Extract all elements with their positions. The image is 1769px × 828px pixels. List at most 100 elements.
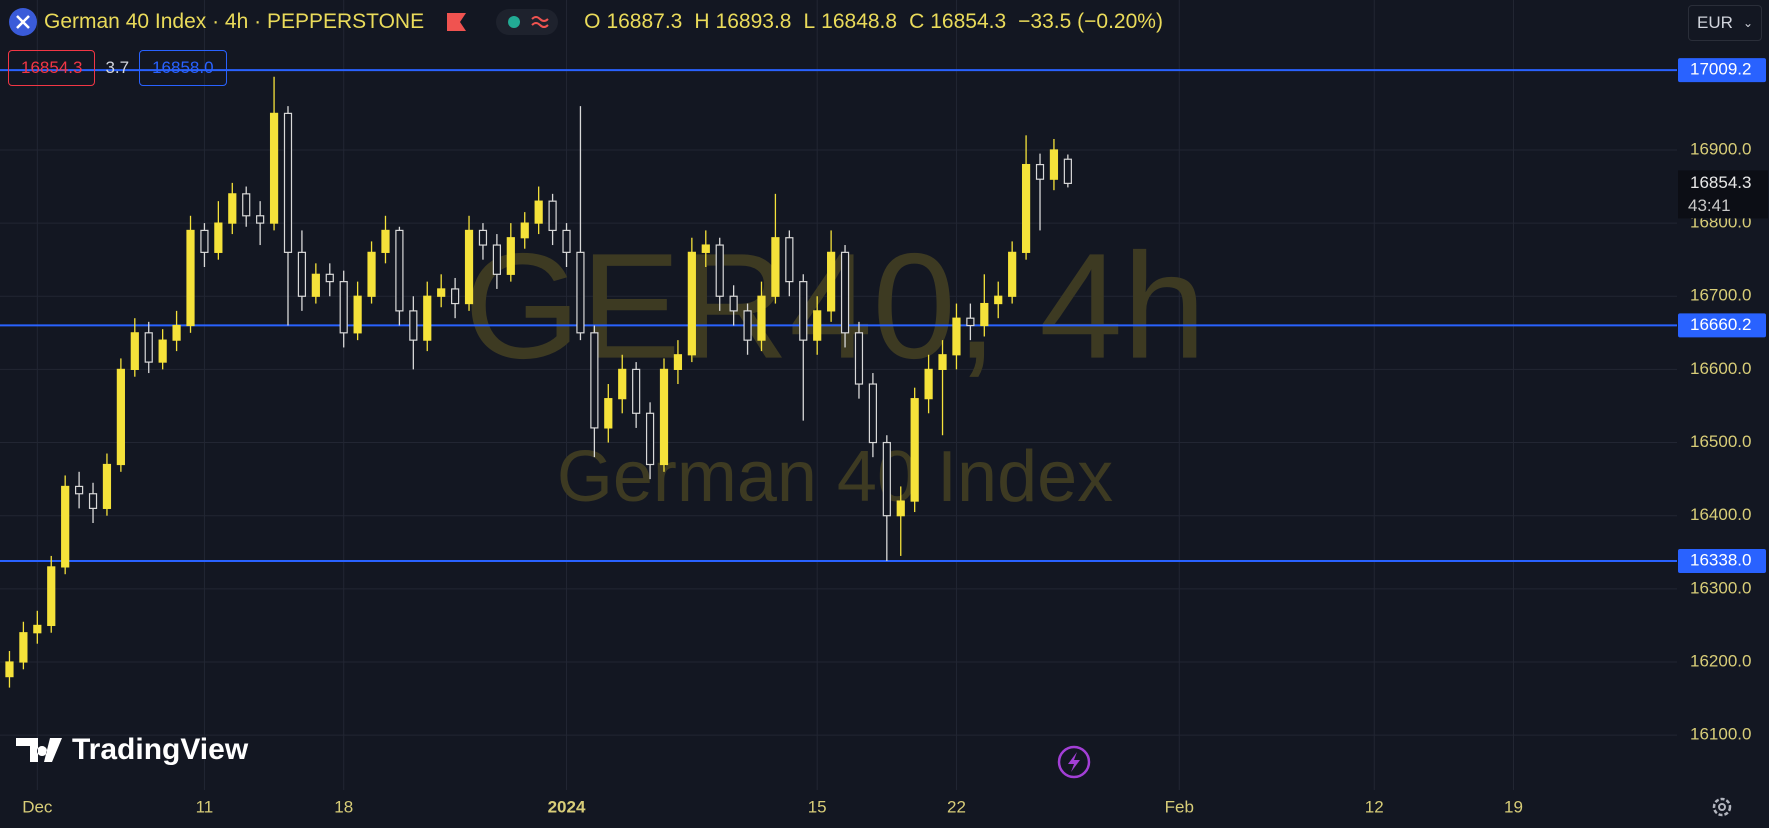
candle-body: [701, 244, 710, 253]
candle-body: [854, 332, 864, 385]
lightning-icon: [1068, 752, 1080, 772]
logo-text: TradingView: [72, 733, 249, 766]
candle-body: [269, 112, 279, 224]
candle-body: [952, 317, 961, 356]
time-axis: [0, 790, 1769, 828]
candle-body: [339, 281, 348, 334]
candle-body: [423, 295, 432, 341]
candle-body: [632, 368, 641, 414]
candle-body: [1063, 158, 1072, 184]
candle-body: [311, 273, 320, 297]
level-label: 16338.0: [1690, 551, 1751, 570]
candle-body: [256, 215, 265, 224]
candle-body: [520, 222, 529, 239]
ohlc-value: 16893.8: [715, 10, 792, 33]
buy-price[interactable]: 16858.0: [139, 50, 227, 86]
candle-body: [910, 398, 919, 502]
currency: EUR: [1697, 13, 1733, 32]
candle-body: [158, 339, 167, 363]
candle-body: [715, 244, 724, 297]
candle-body: [1021, 163, 1031, 253]
candle-body: [33, 624, 42, 634]
y-tick-label: 16100.0: [1690, 725, 1751, 744]
candle-body: [47, 566, 56, 627]
currency-select[interactable]: EUR ⌄: [1688, 5, 1762, 41]
bid-ask: 16854.3 3.7 16858.0: [8, 50, 227, 86]
candle-body: [659, 368, 669, 466]
candle-body: [840, 251, 850, 334]
candle-body: [102, 463, 112, 509]
x-tick-label: 12: [1365, 797, 1384, 816]
candle-body: [980, 302, 989, 327]
level-label: 17009.2: [1690, 60, 1751, 79]
candle-body: [409, 310, 418, 341]
candle-body: [228, 193, 237, 224]
y-tick-label: 16400.0: [1690, 505, 1751, 524]
y-tick-label: 16600.0: [1690, 359, 1751, 378]
candle-body: [242, 193, 251, 217]
y-tick-label: 16300.0: [1690, 578, 1751, 597]
symbol-title[interactable]: German 40 Index · 4h · PEPPERSTONE: [44, 10, 425, 33]
candle-body: [325, 273, 334, 283]
candle-body: [813, 310, 822, 341]
ohlc-key: O: [584, 10, 601, 33]
candle-body: [757, 295, 766, 341]
y-tick-label: 16500.0: [1690, 432, 1751, 451]
candle-body: [297, 251, 307, 297]
lightning-button[interactable]: [1057, 745, 1091, 779]
y-tick-label: 16200.0: [1690, 651, 1751, 670]
x-tick-label: 18: [334, 797, 353, 816]
x-tick-label: 19: [1504, 797, 1523, 816]
level-label-box: [1678, 313, 1766, 338]
settings-button[interactable]: [1712, 797, 1732, 817]
candle-body: [882, 441, 891, 517]
x-tick-label: 22: [947, 797, 966, 816]
candle-body: [938, 354, 947, 370]
candle-body: [868, 383, 877, 444]
candle-body: [61, 485, 70, 568]
x-tick-label: 15: [808, 797, 827, 816]
x-tick-label: Dec: [22, 797, 53, 816]
candle-body: [144, 332, 153, 363]
candle-body: [1035, 163, 1045, 180]
candle-body: [771, 237, 780, 297]
x-tick-label: Feb: [1165, 797, 1194, 816]
candle-body: [492, 244, 501, 275]
symbol-icon[interactable]: [8, 7, 38, 37]
watermark-name: German 40 Index: [557, 437, 1113, 517]
ohlc-key: C: [909, 10, 925, 33]
countdown: 43:41: [1688, 196, 1731, 215]
x-tick-label: 11: [196, 797, 214, 816]
flag-icon[interactable]: [444, 10, 470, 34]
candle-body: [785, 237, 794, 283]
candle-body: [729, 295, 738, 312]
logo-mark: [16, 738, 62, 762]
sell-price[interactable]: 16854.3: [8, 50, 96, 86]
candle-body: [924, 368, 933, 400]
candle-body: [534, 200, 543, 224]
candle-body: [88, 493, 98, 509]
change: −33.5 (−0.20%): [1018, 10, 1163, 33]
candle-body: [604, 398, 613, 429]
candle-body: [381, 229, 390, 253]
candle-body: [1049, 149, 1059, 180]
level-label-box: [1678, 549, 1766, 574]
candle-body: [451, 288, 460, 305]
settings-center: [1718, 803, 1726, 811]
candle-body: [395, 229, 404, 312]
candle-body: [896, 500, 905, 517]
chevron: ⌄: [1742, 16, 1753, 30]
candle-body: [994, 295, 1003, 305]
ohlc-value: 16887.3: [606, 10, 683, 33]
candle-body: [200, 229, 209, 253]
y-tick-label: 16900.0: [1690, 139, 1751, 158]
y-tick-label: 16700.0: [1690, 286, 1751, 305]
candle-body: [562, 229, 571, 253]
candle-body: [673, 354, 683, 370]
status-pill[interactable]: [496, 8, 559, 36]
candle-body: [116, 368, 125, 466]
candle-body: [645, 412, 655, 466]
candle-body: [590, 332, 599, 429]
